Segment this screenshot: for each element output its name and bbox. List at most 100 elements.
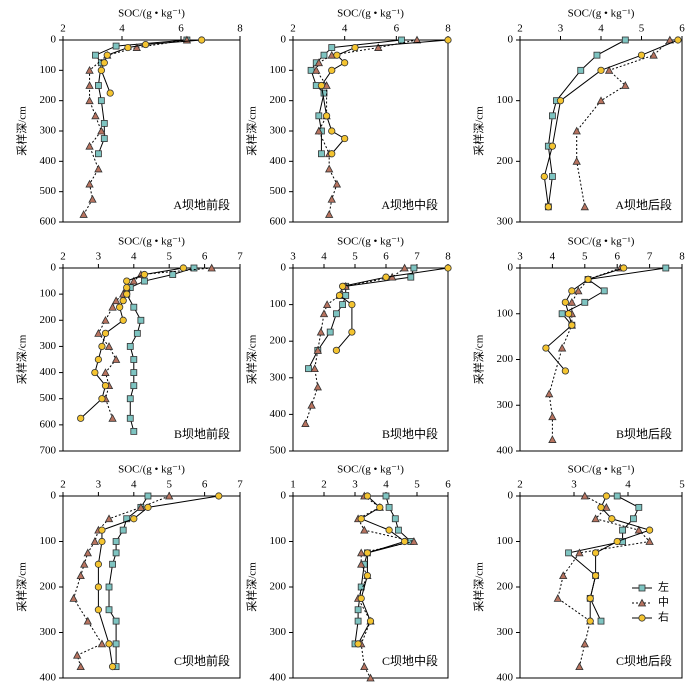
marker-triangle: [97, 639, 107, 648]
marker-triangle: [312, 65, 321, 74]
y-tick-label: 200: [497, 155, 514, 167]
x-axis-label: SOC/(g • kg⁻¹): [568, 464, 635, 476]
marker-circle: [106, 89, 114, 97]
marker-triangle: [85, 65, 94, 74]
marker-triangle: [165, 491, 174, 500]
marker-triangle: [645, 537, 654, 545]
marker-triangle: [637, 598, 647, 607]
panel-title: A坝地中段: [381, 197, 438, 212]
marker-triangle: [307, 400, 316, 409]
marker-triangle: [332, 179, 342, 188]
marker-circle: [544, 203, 552, 211]
marker-square: [141, 277, 148, 285]
x-tick-label: 2: [321, 479, 327, 491]
series-line: [543, 39, 679, 207]
marker-square: [190, 264, 198, 272]
marker-triangle: [580, 202, 589, 211]
marker-triangle: [101, 368, 110, 376]
marker-square: [339, 301, 347, 309]
y-tick-label: 400: [40, 366, 57, 378]
marker-square: [130, 369, 138, 376]
marker-square: [597, 617, 605, 625]
y-tick-label: 0: [51, 490, 57, 502]
marker-triangle: [101, 315, 110, 324]
marker-circle: [363, 572, 371, 580]
x-axis-label: SOC/(g • kg⁻¹): [337, 8, 404, 20]
panel-title: A坝地前段: [173, 197, 230, 212]
marker-circle: [366, 617, 375, 625]
marker-circle: [602, 492, 611, 500]
marker-circle: [354, 640, 362, 648]
marker-circle: [94, 355, 103, 364]
x-tick-label: 6: [202, 479, 208, 491]
marker-triangle: [79, 210, 88, 218]
marker-square: [320, 89, 328, 97]
x-tick-label: 7: [414, 251, 420, 263]
marker-triangle: [111, 296, 121, 305]
y-tick-label: 300: [270, 371, 287, 383]
series-line: [576, 39, 671, 207]
marker-circle: [317, 81, 326, 90]
y-tick-label: 200: [40, 314, 57, 326]
x-tick-label: 8: [445, 23, 451, 35]
marker-circle: [568, 287, 576, 295]
marker-circle: [620, 264, 628, 272]
marker-triangle: [85, 179, 94, 188]
marker-circle: [348, 300, 356, 309]
series-line: [320, 39, 449, 155]
marker-square: [407, 273, 415, 281]
x-tick-label: 8: [445, 251, 451, 263]
marker-square: [549, 173, 556, 180]
marker-circle: [98, 526, 106, 534]
marker-square: [130, 427, 138, 435]
y-axis-label: 采样深/cm: [245, 562, 259, 612]
marker-triangle: [76, 571, 85, 580]
legend-label: 中: [658, 596, 669, 609]
marker-square: [391, 515, 399, 523]
series-line: [308, 267, 415, 369]
marker-triangle: [301, 419, 310, 427]
x-tick-label: 4: [321, 251, 327, 263]
marker-circle: [400, 537, 409, 546]
marker-triangle: [85, 141, 94, 150]
marker-triangle: [310, 364, 319, 373]
marker-circle: [100, 59, 108, 67]
y-tick-label: 500: [270, 185, 287, 197]
x-tick-label: 5: [166, 251, 172, 263]
x-tick-label: 3: [558, 23, 564, 35]
y-tick-label: 300: [40, 125, 57, 137]
x-axis-label: SOC/(g • kg⁻¹): [337, 464, 404, 476]
marker-square: [600, 287, 608, 295]
marker-circle: [328, 150, 336, 158]
y-tick-label: 100: [40, 64, 57, 76]
marker-circle: [91, 368, 99, 377]
marker-triangle: [649, 50, 658, 59]
y-tick-label: 600: [40, 418, 57, 430]
y-tick-label: 500: [270, 445, 287, 457]
plot-frame: [292, 495, 449, 679]
marker-circle: [597, 503, 605, 511]
marker-triangle: [108, 413, 117, 422]
marker-circle: [333, 51, 341, 59]
x-tick-label: 4: [598, 23, 604, 35]
marker-square: [332, 310, 340, 318]
marker-square: [130, 356, 138, 363]
x-axis-label: SOC/(g • kg⁻¹): [568, 236, 635, 248]
marker-triangle: [313, 346, 322, 354]
panel-title: C坝地中段: [382, 653, 438, 668]
x-axis-label: SOC/(g • kg⁻¹): [568, 8, 635, 20]
marker-square: [112, 617, 120, 625]
x-axis-label: SOC/(g • kg⁻¹): [337, 236, 404, 248]
x-tick-label: 3: [517, 251, 523, 263]
marker-triangle: [314, 58, 324, 67]
marker-triangle: [602, 503, 611, 511]
series-line: [126, 267, 195, 432]
marker-triangle: [97, 126, 106, 135]
marker-triangle: [548, 412, 557, 421]
marker-triangle: [572, 156, 581, 165]
x-tick-label: 6: [614, 251, 620, 263]
marker-square: [328, 44, 336, 51]
y-tick-label: 600: [40, 216, 57, 228]
marker-square: [100, 120, 108, 127]
